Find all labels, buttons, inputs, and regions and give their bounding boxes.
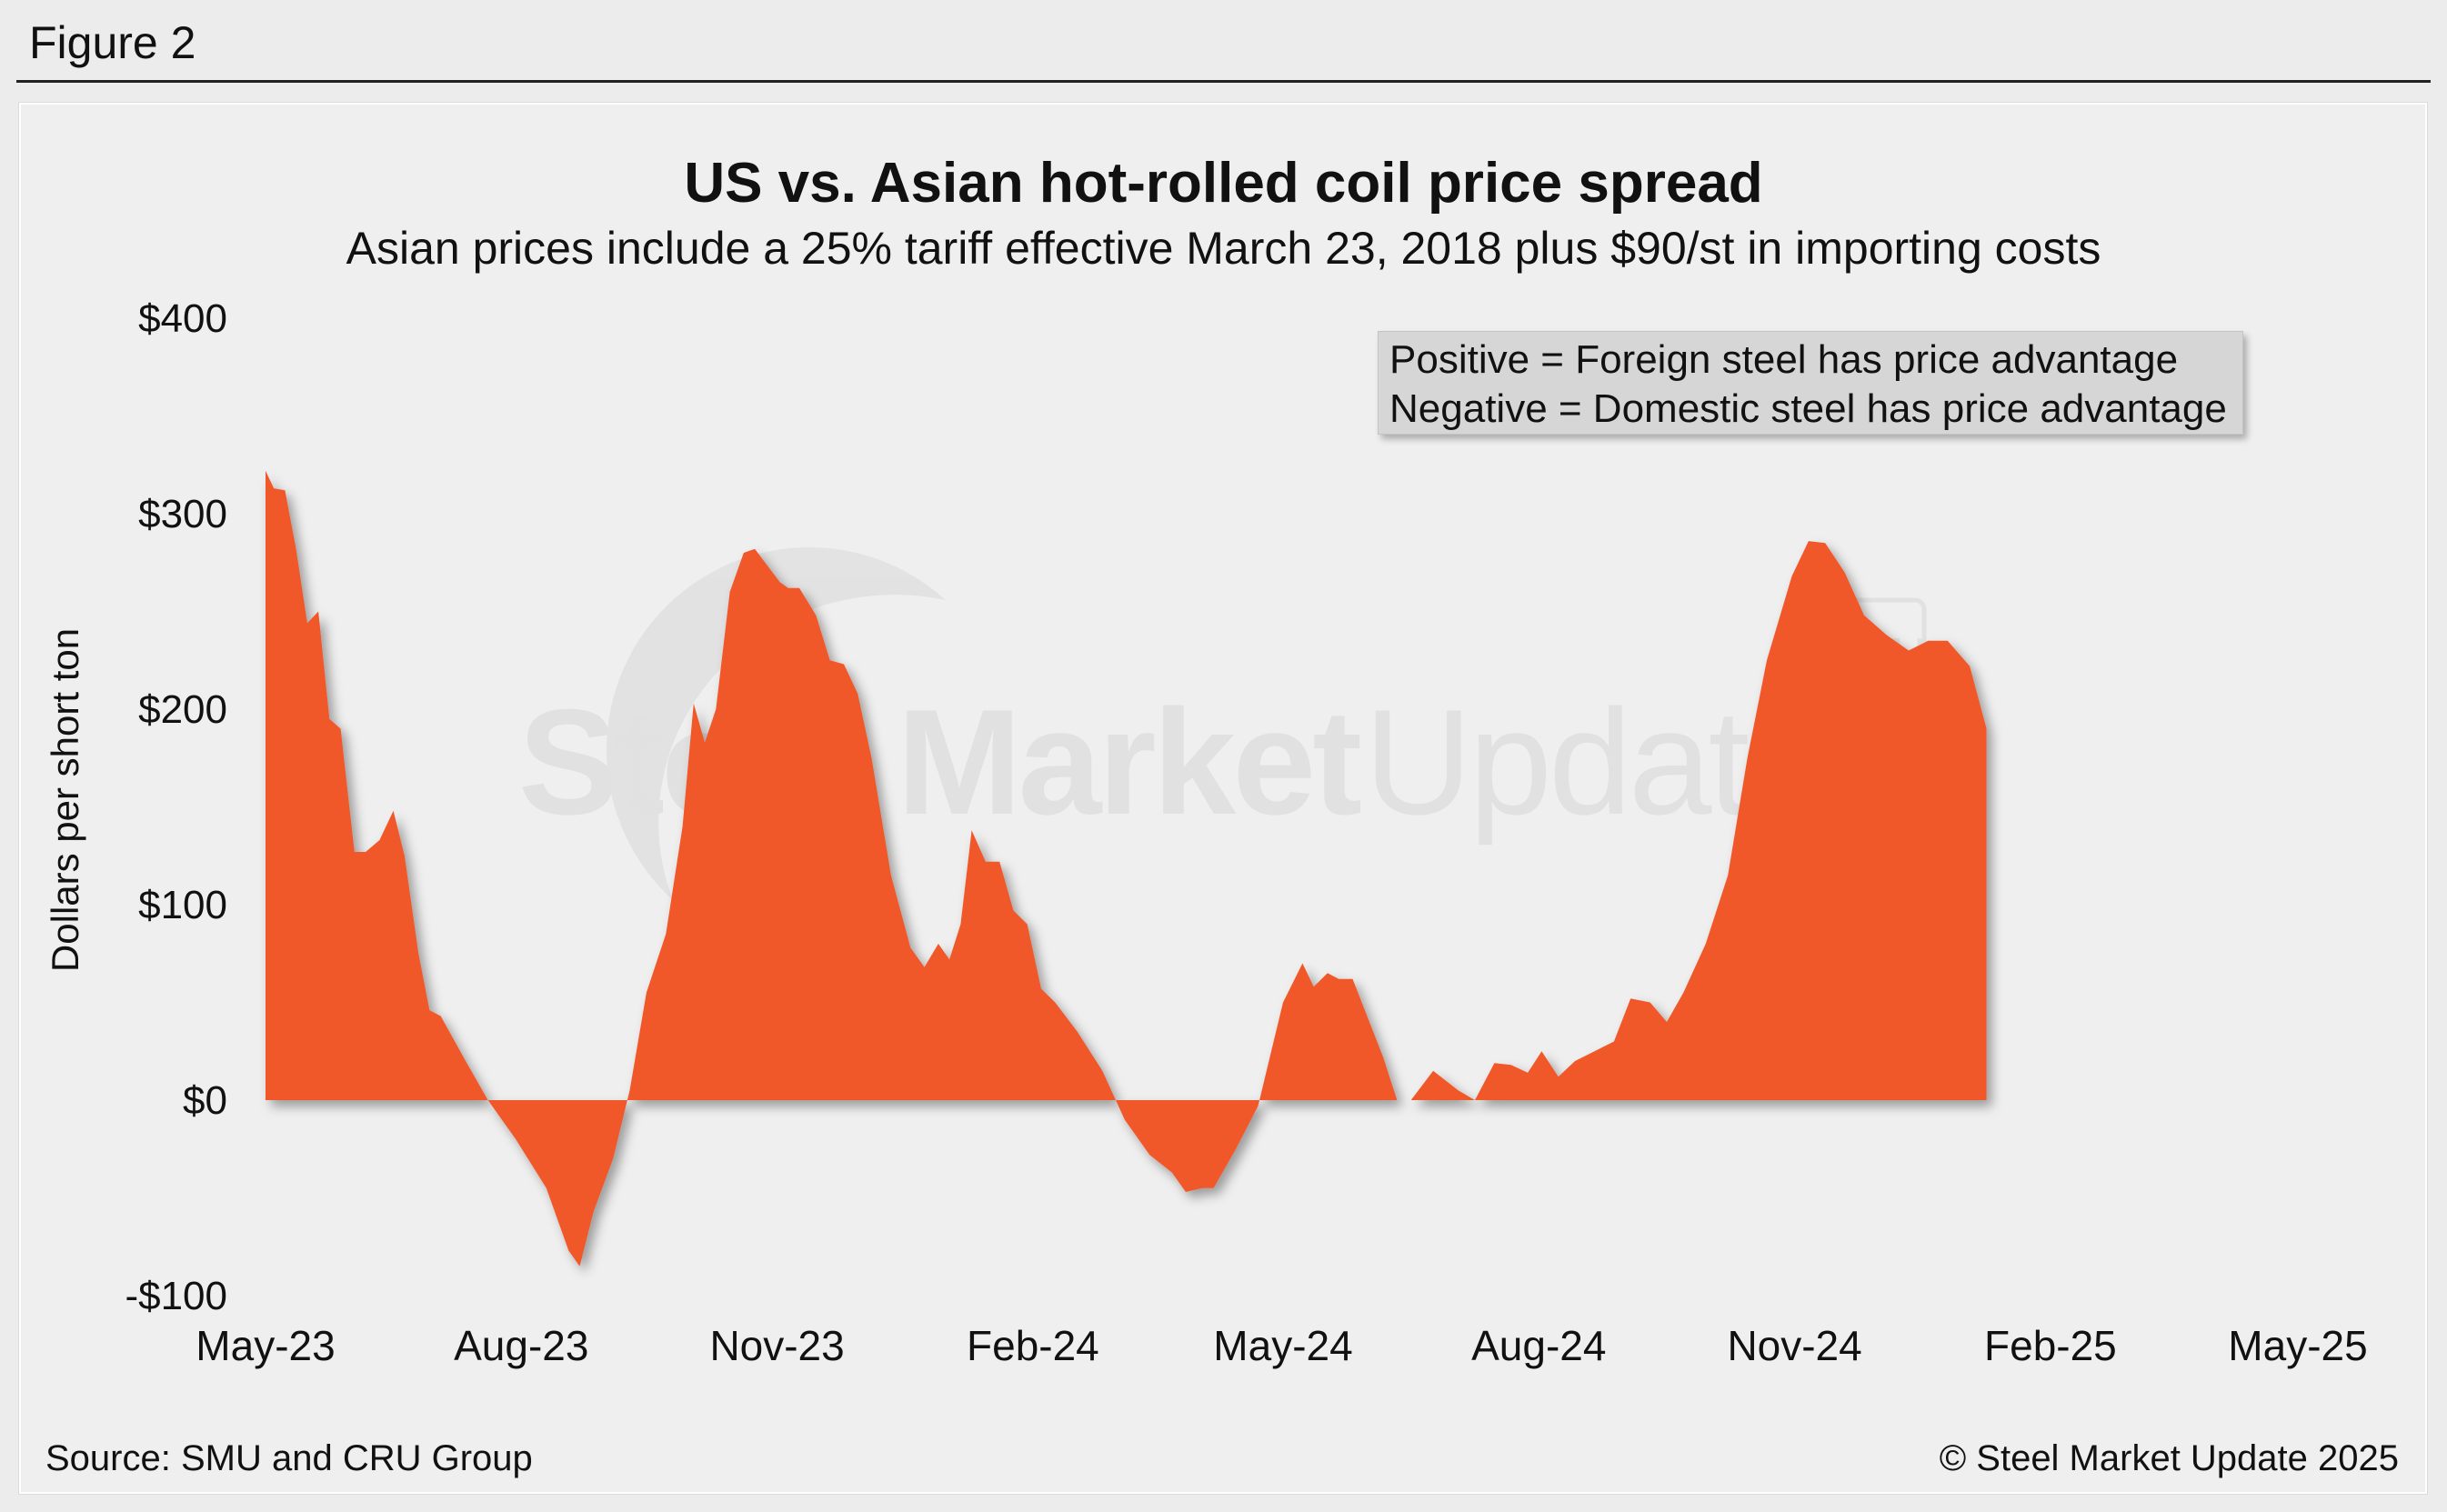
figure-divider xyxy=(16,80,2431,83)
y-axis: $400 $300 $200 $100 $0 -$100 xyxy=(125,296,227,1318)
x-tick-label: Nov-24 xyxy=(1727,1322,1861,1369)
annotation-negative: Negative = Domestic steel has price adva… xyxy=(1389,386,2227,431)
y-tick-label: $0 xyxy=(183,1078,227,1123)
annotation-positive: Positive = Foreign steel has price advan… xyxy=(1389,337,2179,382)
source-note: Source: SMU and CRU Group xyxy=(45,1438,533,1478)
x-tick-label: Feb-24 xyxy=(967,1322,1099,1369)
x-tick-label: Nov-23 xyxy=(709,1322,844,1369)
x-tick-label: Feb-25 xyxy=(1984,1322,2117,1369)
y-tick-label: $100 xyxy=(138,883,227,927)
chart-subtitle: Asian prices include a 25% tariff effect… xyxy=(346,223,2101,274)
x-tick-label: May-23 xyxy=(196,1322,335,1369)
y-tick-label: -$100 xyxy=(125,1274,227,1318)
x-tick-label: Aug-24 xyxy=(1471,1322,1606,1369)
y-tick-label: $200 xyxy=(138,687,227,732)
y-tick-label: $400 xyxy=(138,296,227,341)
x-tick-label: Aug-23 xyxy=(454,1322,588,1369)
chart-title: US vs. Asian hot-rolled coil price sprea… xyxy=(684,152,1763,215)
annotation-box: Positive = Foreign steel has price advan… xyxy=(1378,331,2243,435)
figure-label: Figure 2 xyxy=(29,17,196,68)
x-tick-label: May-24 xyxy=(1213,1322,1352,1369)
x-axis: May-23 Aug-23 Nov-23 Feb-24 May-24 Aug-24 Nov-… xyxy=(196,1322,2367,1369)
y-tick-label: $300 xyxy=(138,492,227,536)
copyright-note: © Steel Market Update 2025 xyxy=(1939,1438,2399,1478)
series-area xyxy=(266,470,1987,1267)
watermark-swoosh xyxy=(606,546,946,900)
plot-area xyxy=(266,470,1987,1267)
y-axis-label: Dollars per short ton xyxy=(44,628,86,972)
x-tick-label: May-25 xyxy=(2228,1322,2367,1369)
watermark-text-bold: Steel Market xyxy=(518,678,1360,846)
